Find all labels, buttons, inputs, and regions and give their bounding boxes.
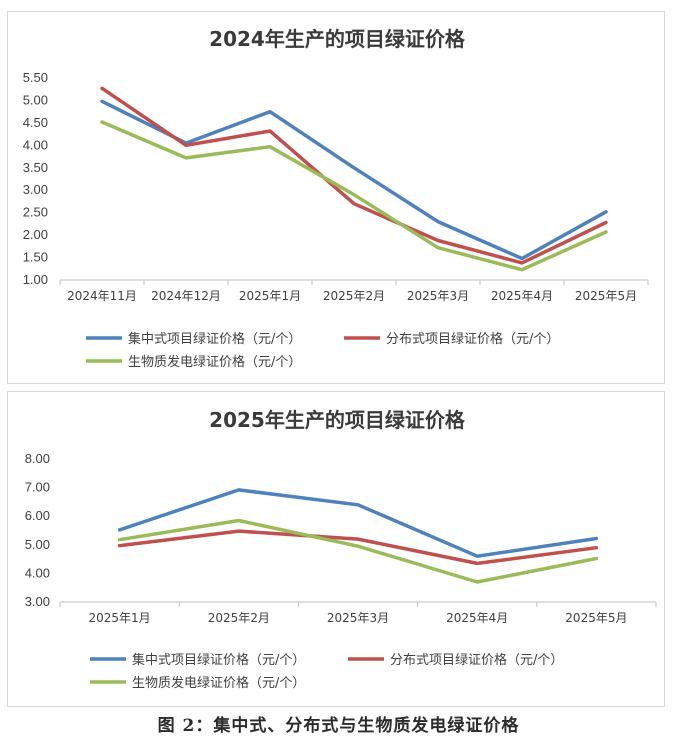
x-tick-label: 2025年5月 bbox=[565, 611, 627, 625]
y-tick-label: 3.00 bbox=[25, 594, 50, 609]
chart-panel-2024: 2024年生产的项目绿证价格 1.00 1.50 2.00 2.50 3.00 3.50 4… bbox=[7, 11, 665, 384]
chart-title: 2024年生产的项目绿证价格 bbox=[209, 27, 466, 51]
y-tick-label: 5.00 bbox=[25, 537, 50, 552]
y-tick-label: 6.00 bbox=[25, 508, 50, 523]
x-tick-label: 2025年1月 bbox=[89, 611, 151, 625]
y-tick-label: 8.00 bbox=[25, 451, 50, 466]
x-tick-label: 2025年4月 bbox=[491, 289, 553, 303]
x-tick-label: 2025年1月 bbox=[239, 289, 301, 303]
y-tick-label: 4.50 bbox=[23, 115, 48, 130]
legend-label: 生物质发电绿证价格（元/个） bbox=[128, 354, 301, 370]
series-line bbox=[117, 529, 599, 566]
series-line bbox=[100, 120, 608, 272]
legend-label: 集中式项目绿证价格（元/个） bbox=[132, 652, 305, 668]
x-tick-label: 2024年12月 bbox=[151, 289, 221, 303]
y-tick-label: 1.50 bbox=[23, 250, 48, 265]
x-tick-label: 2025年2月 bbox=[208, 611, 270, 625]
x-tick-label: 2025年3月 bbox=[327, 611, 389, 625]
x-tick-label: 2025年3月 bbox=[407, 289, 469, 303]
y-tick-label: 1.00 bbox=[23, 272, 48, 287]
chart-2025: 2025年生产的项目绿证价格 3.00 4.00 5.00 6.00 7.00 8.00 2… bbox=[25, 408, 657, 691]
x-tick-label: 2024年11月 bbox=[67, 289, 137, 303]
figure-caption: 图 2：集中式、分布式与生物质发电绿证价格 bbox=[157, 716, 520, 736]
y-tick-label: 4.00 bbox=[23, 137, 48, 152]
y-tick-label: 5.00 bbox=[23, 92, 48, 107]
x-tick-label: 2025年5月 bbox=[575, 289, 637, 303]
series-line bbox=[117, 488, 599, 558]
series-line bbox=[100, 99, 608, 261]
series-line bbox=[100, 86, 608, 265]
y-tick-label: 3.00 bbox=[23, 182, 48, 197]
chart-2024: 2024年生产的项目绿证价格 1.00 1.50 2.00 2.50 3.00 3.50 4… bbox=[23, 27, 649, 370]
legend-label: 分布式项目绿证价格（元/个） bbox=[386, 331, 559, 347]
y-tick-label: 2.50 bbox=[23, 205, 48, 220]
y-tick-label: 3.50 bbox=[23, 160, 48, 175]
legend-label: 分布式项目绿证价格（元/个） bbox=[390, 652, 563, 668]
y-tick-label: 4.00 bbox=[25, 565, 50, 580]
chart-title: 2025年生产的项目绿证价格 bbox=[209, 408, 466, 432]
legend-label: 生物质发电绿证价格（元/个） bbox=[132, 675, 305, 691]
x-tick-label: 2025年2月 bbox=[323, 289, 385, 303]
y-tick-label: 2.00 bbox=[23, 227, 48, 242]
y-tick-label: 5.50 bbox=[23, 70, 48, 85]
y-tick-label: 7.00 bbox=[25, 480, 50, 495]
series-line bbox=[117, 518, 599, 584]
x-tick-label: 2025年4月 bbox=[446, 611, 508, 625]
chart-panel-2025: 2025年生产的项目绿证价格 3.00 4.00 5.00 6.00 7.00 8.00 2… bbox=[7, 391, 665, 707]
legend-label: 集中式项目绿证价格（元/个） bbox=[128, 331, 301, 347]
